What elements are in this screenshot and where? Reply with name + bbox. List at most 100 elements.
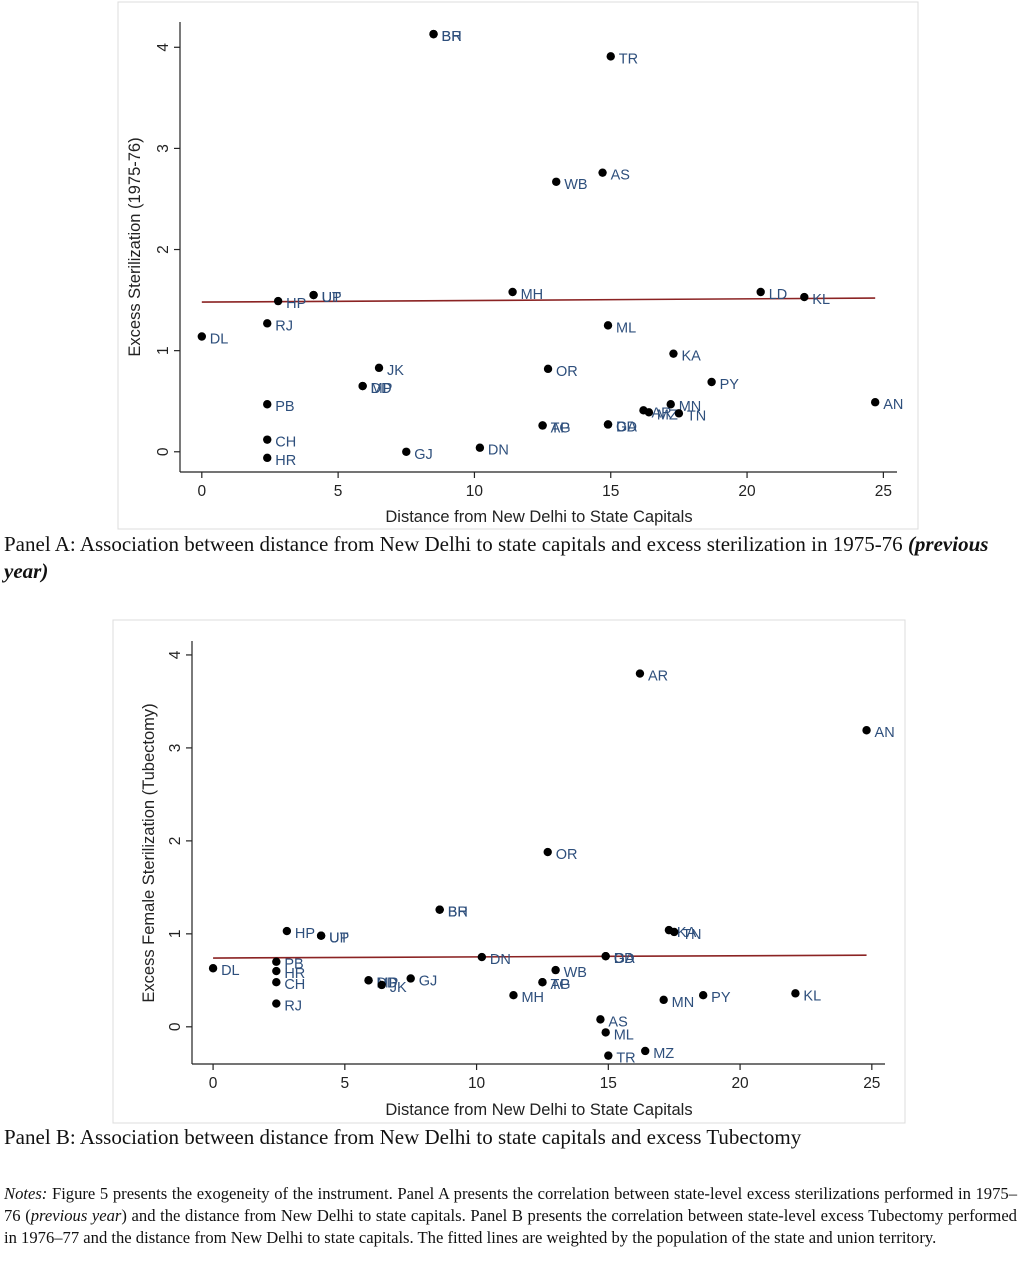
point-marker (598, 168, 607, 177)
x-tick-label: 15 (602, 483, 619, 500)
notes-part1: Figure 5 presents the exogeneity of the … (4, 1184, 1017, 1225)
point-label: TR (616, 1051, 635, 1067)
panel-a-x-title: Distance from New Delhi to State Capital… (385, 508, 692, 526)
point-marker (272, 957, 281, 966)
figure-notes: Notes: Figure 5 presents the exogeneity … (4, 1183, 1017, 1249)
point-marker (508, 287, 517, 297)
point-label: KL (812, 292, 830, 308)
point-marker (698, 991, 708, 1000)
point-label: TN (682, 927, 701, 943)
panel-b-fit-line-group (213, 954, 867, 959)
point-label: TG (550, 977, 570, 993)
point-label: DN (490, 952, 511, 968)
point-marker (543, 847, 552, 857)
panel-a-caption-emph: (previous year) (4, 532, 989, 583)
point-marker (674, 409, 684, 418)
point-label: BR (442, 29, 462, 45)
panel-b-ticks: 0 5 10 15 20 25 0 1 2 3 4 (167, 650, 880, 1092)
panel-b-x-title: Distance from New Delhi to State Capital… (385, 1101, 692, 1119)
x-tick-label: 10 (466, 483, 484, 500)
fitted-line (201, 297, 876, 303)
point-marker (551, 965, 560, 975)
point-label: CH (275, 435, 296, 451)
point-marker (406, 974, 415, 983)
point-marker (374, 363, 384, 373)
point-marker (552, 177, 561, 186)
point-marker (756, 287, 765, 297)
point-label: TR (619, 51, 638, 67)
point-label: UP (329, 931, 349, 947)
panel-a-y-title: Excess Sterilization (1975-76) (126, 137, 144, 356)
point-label: ML (614, 1027, 634, 1043)
point-label: GA (616, 419, 637, 435)
point-label: AS (611, 168, 630, 184)
point-marker (659, 995, 668, 1005)
point-marker (707, 377, 716, 387)
point-marker (358, 381, 367, 391)
point-label: OR (556, 364, 578, 380)
y-tick-label: 2 (167, 837, 184, 846)
point-label: AN (883, 397, 903, 413)
point-label: MN (679, 399, 702, 415)
point-label: WB (564, 177, 587, 193)
point-marker (596, 1015, 605, 1024)
point-label: AS (608, 1014, 627, 1030)
y-tick-label: 4 (167, 650, 184, 659)
point-label: GJ (414, 447, 433, 463)
point-label: KA (677, 925, 697, 941)
point-marker (282, 926, 292, 936)
point-label: BR (448, 905, 468, 921)
point-label: PY (711, 990, 731, 1006)
point-marker (475, 443, 485, 452)
point-marker (263, 400, 272, 409)
point-label: PB (284, 957, 303, 973)
y-tick-label: 1 (155, 346, 172, 355)
panel-a-frame (117, 1, 919, 530)
point-label: TN (687, 408, 706, 424)
x-tick-label: 0 (197, 483, 206, 500)
point-label: HP (286, 296, 306, 312)
point-label: AP (550, 977, 569, 993)
point-label: UT (322, 290, 341, 306)
y-tick-label: 0 (155, 447, 172, 456)
point-marker (272, 966, 281, 976)
x-tick-label: 0 (209, 1075, 218, 1092)
point-label: DD (614, 951, 635, 967)
panel-a-ticks: 0 5 10 15 20 25 0 1 2 3 4 (155, 43, 892, 500)
panel-b-y-title: Excess Female Sterilization (Tubectomy) (140, 703, 158, 1002)
y-tick-label: 4 (155, 43, 172, 52)
point-marker (272, 977, 281, 987)
point-marker (601, 951, 610, 961)
point-marker (635, 669, 645, 678)
x-tick-label: 20 (738, 483, 756, 500)
notes-emph: previous year (30, 1206, 122, 1225)
point-marker (538, 977, 547, 987)
point-label: KA (681, 349, 701, 365)
point-marker (862, 726, 871, 735)
point-label: AR (648, 669, 668, 685)
point-marker (603, 420, 613, 429)
point-marker (273, 296, 283, 306)
y-tick-label: 3 (155, 144, 172, 153)
point-marker (666, 400, 675, 409)
x-tick-label: 25 (875, 483, 892, 500)
point-marker (197, 332, 207, 341)
point-label: GJ (419, 973, 438, 989)
x-tick-label: 25 (863, 1075, 880, 1092)
x-tick-label: 5 (341, 1075, 350, 1092)
panel-a-caption-main: Panel A: Association between distance fr… (4, 532, 908, 556)
point-label: AR (651, 405, 671, 421)
point-marker (641, 1046, 650, 1056)
point-marker (272, 999, 281, 1008)
point-label: MN (672, 995, 695, 1011)
point-marker (263, 435, 272, 444)
point-marker (670, 927, 679, 937)
point-label: TG (551, 420, 571, 436)
point-marker (669, 349, 678, 358)
y-tick-label: 0 (167, 1022, 184, 1031)
x-tick-label: 15 (600, 1075, 617, 1092)
point-label: AP (551, 420, 570, 436)
